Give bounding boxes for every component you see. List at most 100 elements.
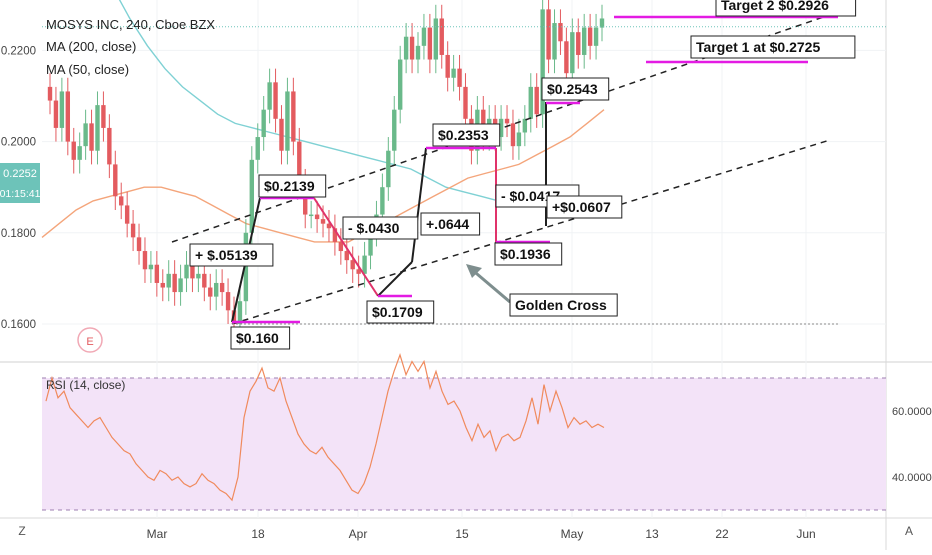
annotation-frame — [541, 77, 610, 101]
annotation-box: +.0644 — [420, 212, 481, 236]
candle-body — [558, 23, 563, 42]
price-scale-bg — [886, 0, 932, 550]
price-tick-label: 0.1800 — [1, 228, 36, 240]
annotation-label: $0.1936 — [500, 246, 551, 262]
candle-body — [516, 132, 522, 147]
candle-body — [178, 278, 183, 293]
candle-body — [344, 251, 349, 261]
annotation-frame — [690, 35, 856, 59]
annotation-frame — [342, 216, 419, 240]
candle-body — [261, 109, 266, 138]
candle-body — [534, 86, 539, 115]
candle-body — [421, 27, 427, 46]
trend-leg — [411, 147, 427, 263]
candle-body — [314, 214, 320, 220]
candle-body — [528, 86, 533, 119]
zoom-reset-button[interactable]: Z — [18, 524, 25, 538]
candle-body — [59, 91, 65, 128]
candle-body — [291, 91, 296, 142]
annotation-box: Target 2 $0.2926 — [715, 0, 857, 17]
candle-body — [451, 68, 456, 78]
candle-body — [213, 282, 219, 297]
annotation-box: - $.0430 — [342, 216, 419, 240]
time-tick-label: 13 — [645, 527, 659, 541]
earnings-marker-label: E — [86, 336, 93, 348]
time-tick-label: 18 — [251, 527, 265, 541]
candle-body — [581, 27, 587, 55]
rsi-legend[interactable]: RSI (14, close) — [46, 378, 125, 392]
candle-body — [445, 54, 450, 78]
ma200-legend[interactable]: MA (200, close) — [46, 39, 136, 54]
candle-body — [427, 27, 433, 60]
candle-body — [136, 237, 142, 252]
time-tick-label: May — [561, 527, 584, 541]
candle-body — [208, 287, 213, 297]
candle-body — [522, 118, 528, 133]
candle-body — [397, 59, 403, 110]
axes: Mar18Apr15May1322Jun0.28000.26000.24000.… — [1, 45, 932, 541]
candle-body — [225, 292, 231, 311]
annotation-frame — [189, 243, 274, 267]
annotation-frame — [432, 123, 501, 147]
candle-body — [433, 18, 439, 60]
candle-body — [356, 269, 361, 274]
annotation-box: $0.2353 — [432, 123, 501, 147]
candle-body — [392, 109, 397, 151]
time-tick-label: 22 — [715, 527, 729, 541]
candle-body — [540, 9, 545, 115]
candle-body — [184, 264, 189, 279]
rsi-tick-label: 40.0000 — [892, 472, 932, 484]
time-tick-label: Apr — [349, 527, 368, 541]
annotation-frame — [509, 293, 618, 317]
candle-body — [338, 241, 344, 252]
candle-body — [576, 32, 581, 55]
annotation-box: Golden Cross — [509, 293, 618, 317]
candle-body — [285, 91, 290, 151]
golden-cross-arrowhead — [466, 264, 482, 278]
candle-body — [219, 282, 225, 293]
annotation-label: Target 2 $0.2926 — [721, 0, 829, 13]
countdown-value: 01:15:41 — [0, 188, 41, 200]
ma50-legend[interactable]: MA (50, close) — [46, 62, 129, 77]
annotation-box: $0.160 — [230, 326, 291, 350]
auto-scale-button[interactable]: A — [905, 524, 913, 538]
candle-body — [130, 223, 136, 238]
annotation-label: $0.2353 — [438, 127, 489, 143]
candle-body — [326, 223, 332, 229]
candle-body — [77, 146, 82, 160]
candle-body — [83, 123, 88, 147]
candle-body — [237, 301, 243, 324]
rsi-band — [42, 377, 886, 511]
candle-body — [166, 273, 171, 288]
candle-body — [273, 82, 278, 119]
candle-body — [148, 264, 154, 270]
candle-body — [332, 228, 338, 242]
candle-body — [457, 68, 462, 87]
candle-body — [202, 273, 207, 288]
candle-body — [297, 141, 302, 183]
candle-body — [552, 23, 557, 60]
candle-body — [403, 36, 409, 60]
price-tick-label: 0.2200 — [1, 45, 36, 57]
candle-body — [65, 91, 71, 142]
symbol-title: MOSYS INC, 240, Cboe BZX — [46, 17, 215, 32]
annotation-label: +$0.0607 — [552, 199, 611, 215]
annotation-frame — [494, 242, 563, 266]
time-tick-label: 15 — [455, 527, 469, 541]
candle-body — [190, 264, 195, 279]
candle-body — [119, 196, 124, 206]
candle-body — [142, 251, 148, 270]
trend-leg — [377, 261, 413, 297]
rsi-series — [45, 353, 605, 502]
annotation-label: + $.05139 — [195, 247, 258, 263]
earnings-marker[interactable] — [77, 327, 103, 353]
candle-body — [593, 27, 599, 46]
candle-body — [570, 32, 575, 74]
candle-body — [564, 41, 569, 74]
candle-body — [599, 18, 605, 28]
annotation-label: +.0644 — [426, 216, 469, 232]
rsi-line — [45, 353, 605, 502]
annotation-label: $0.1709 — [372, 304, 423, 320]
annotation-frame — [258, 174, 327, 198]
